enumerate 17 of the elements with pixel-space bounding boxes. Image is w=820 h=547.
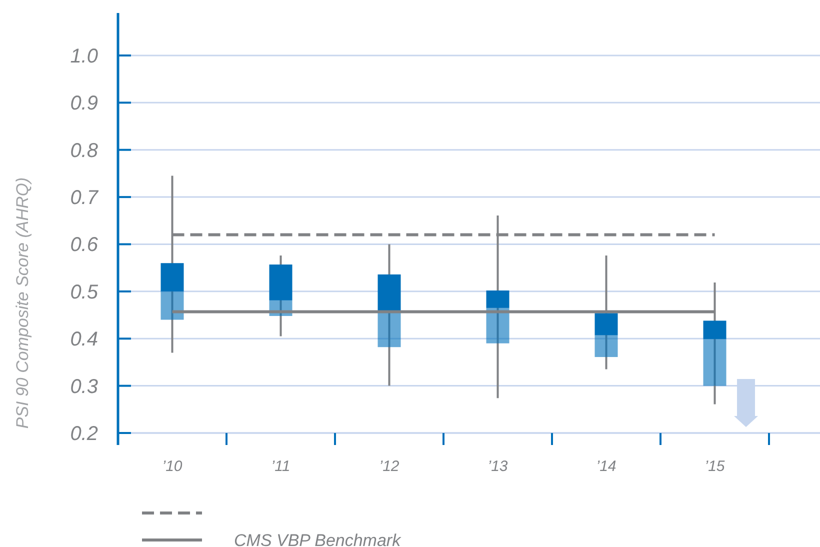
y-tick-label: 0.6 (70, 234, 99, 256)
x-tick-label: ’13 (488, 458, 508, 475)
x-tick-label: ’10 (162, 458, 183, 475)
y-tick-label: 0.9 (70, 92, 98, 115)
x-tick-label: ’14 (596, 458, 616, 475)
x-tick-label: ’11 (271, 458, 290, 475)
y-tick-label: 0.3 (70, 376, 98, 398)
y-tick-label: 0.8 (70, 140, 98, 162)
y-tick-label: 0.2 (70, 423, 98, 445)
y-tick-label: 0.5 (70, 281, 99, 304)
y-tick-label: 0.7 (70, 187, 99, 210)
y-tick-label: 0.4 (70, 328, 98, 351)
x-tick-label: ’12 (379, 458, 400, 475)
x-tick-label: ’15 (704, 458, 726, 475)
y-tick-label: 1.0 (70, 45, 98, 68)
legend-label: CMS VBP Benchmark (234, 530, 402, 547)
y-axis-title: PSI 90 Composite Score (AHRQ) (13, 177, 32, 429)
